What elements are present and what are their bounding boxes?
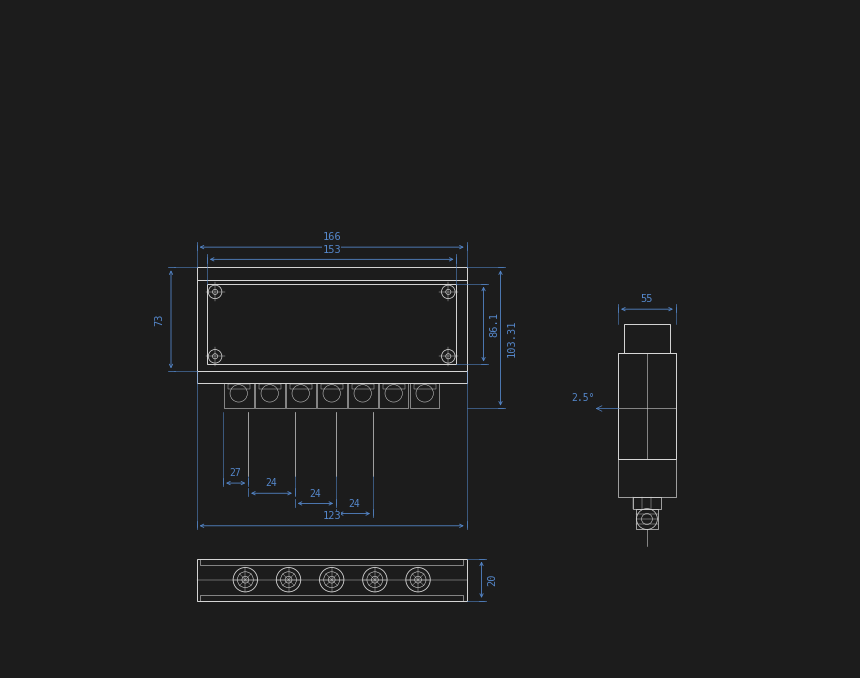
Bar (290, 384, 311, 389)
Text: 20: 20 (488, 574, 497, 586)
Text: 153: 153 (322, 245, 341, 254)
Bar (197, 559, 467, 601)
Bar (316, 384, 347, 408)
Bar (414, 384, 435, 389)
Bar (618, 460, 676, 496)
Text: 55: 55 (641, 294, 654, 304)
Text: 86.1: 86.1 (489, 312, 500, 336)
Bar (228, 384, 249, 389)
Bar (383, 384, 404, 389)
Text: 103.31: 103.31 (507, 319, 516, 357)
Bar (197, 372, 467, 384)
Bar (636, 508, 658, 529)
Bar (200, 559, 464, 565)
Text: 2.5°: 2.5° (572, 393, 595, 403)
Bar (286, 384, 316, 408)
Bar (197, 267, 467, 279)
Bar (352, 384, 373, 389)
Bar (200, 595, 464, 601)
Text: 123: 123 (322, 511, 341, 521)
Bar (207, 283, 457, 365)
Bar (224, 384, 254, 408)
Bar (321, 384, 342, 389)
Bar (410, 384, 439, 408)
Text: 73: 73 (155, 313, 164, 325)
Bar (259, 384, 280, 389)
Text: 27: 27 (230, 468, 242, 479)
Bar (379, 384, 408, 408)
Bar (618, 353, 676, 460)
Bar (624, 324, 670, 353)
Bar (255, 384, 285, 408)
Bar (197, 279, 467, 372)
Text: 24: 24 (266, 479, 278, 488)
Text: 24: 24 (310, 489, 322, 499)
Bar (634, 496, 660, 508)
Text: 166: 166 (322, 233, 341, 242)
Text: 24: 24 (348, 499, 360, 508)
Bar (347, 384, 378, 408)
